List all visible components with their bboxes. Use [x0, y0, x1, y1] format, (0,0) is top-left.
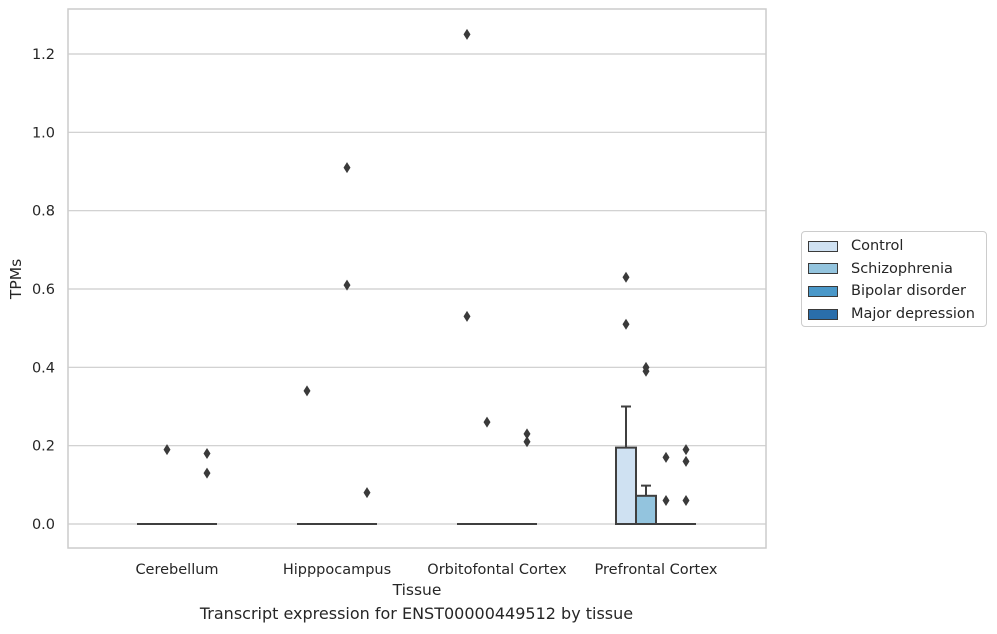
- y-tick-label: 1.0: [32, 125, 55, 141]
- box-major-depression: [676, 444, 696, 525]
- box-major-depression: [357, 487, 377, 525]
- y-tick-label: 0.4: [32, 360, 55, 376]
- box-major-depression: [197, 448, 217, 525]
- outlier-point: [523, 428, 531, 440]
- outlier-point: [163, 444, 171, 456]
- x-axis-label: Tissue: [392, 581, 442, 599]
- box-bipolar-disorder: [337, 162, 357, 525]
- outlier-point: [642, 365, 650, 377]
- outlier-point: [303, 385, 311, 397]
- outlier-point: [523, 436, 531, 448]
- legend-item-control: Control: [802, 235, 986, 258]
- chart-title: Transcript expression for ENST0000044951…: [199, 604, 634, 623]
- axes: 0.0 0.2 0.4 0.6 0.8 1.0 1.2 Cerebellum Hipppocam…: [32, 8, 767, 578]
- box-schizophrenia: [477, 416, 497, 525]
- outlier-point: [662, 451, 670, 463]
- legend-label-control: Control: [851, 238, 904, 255]
- legend-item-schizophrenia: Schizophrenia: [802, 258, 986, 281]
- x-tick-label: Prefrontal Cortex: [595, 562, 718, 578]
- box-bipolar-disorder: [656, 451, 676, 525]
- outlier-point: [622, 318, 630, 330]
- plot-frame: [67, 8, 767, 549]
- legend-label-bipolar-disorder: Bipolar disorder: [851, 283, 966, 300]
- outlier-point: [463, 28, 471, 40]
- outlier-point: [682, 495, 690, 506]
- legend-swatch-bipolar-disorder: [808, 285, 838, 297]
- outlier-point: [343, 279, 351, 291]
- box-control: [615, 271, 637, 525]
- y-tick-label: 0.8: [32, 204, 55, 220]
- x-tick-label: Orbitofontal Cortex: [427, 562, 567, 578]
- outlier-point: [463, 310, 471, 322]
- chart-marks: [137, 28, 696, 525]
- y-tick-label: 1.2: [32, 47, 55, 63]
- box-body: [635, 494, 657, 525]
- outlier-point: [363, 487, 371, 499]
- outlier-point: [203, 448, 211, 459]
- outlier-point: [203, 467, 211, 479]
- box-control: [297, 385, 317, 525]
- outlier-point: [622, 271, 630, 283]
- legend-label-schizophrenia: Schizophrenia: [851, 260, 953, 277]
- outlier-point: [483, 416, 491, 428]
- box-schizophrenia: [635, 361, 657, 525]
- outlier-point: [682, 444, 690, 456]
- legend-swatch-major-depression: [808, 308, 838, 320]
- legend-swatch-schizophrenia: [808, 263, 838, 275]
- legend-label-major-depression: Major depression: [851, 306, 975, 323]
- axis-labels: Tissue TPMs: [7, 259, 441, 599]
- x-tick-label: Cerebellum: [135, 562, 218, 578]
- box-major-depression: [517, 428, 537, 525]
- legend-item-major-depression: Major depression: [802, 303, 986, 326]
- outlier-point: [682, 455, 690, 467]
- x-tick-label: Hipppocampus: [283, 562, 391, 578]
- y-tick-label: 0.6: [32, 282, 55, 298]
- box-schizophrenia: [157, 444, 177, 525]
- outlier-point: [343, 162, 351, 174]
- box-body: [615, 446, 637, 525]
- legend: Control Schizophrenia Bipolar disorder M…: [801, 231, 987, 327]
- y-tick-label: 0.2: [32, 439, 55, 455]
- y-tick-label: 0.0: [32, 517, 55, 533]
- outlier-point: [662, 495, 670, 506]
- legend-swatch-control: [808, 240, 838, 252]
- y-axis-label: TPMs: [7, 259, 25, 300]
- box-control: [457, 28, 477, 525]
- legend-item-bipolar-disorder: Bipolar disorder: [802, 280, 986, 303]
- gridlines: [68, 53, 766, 525]
